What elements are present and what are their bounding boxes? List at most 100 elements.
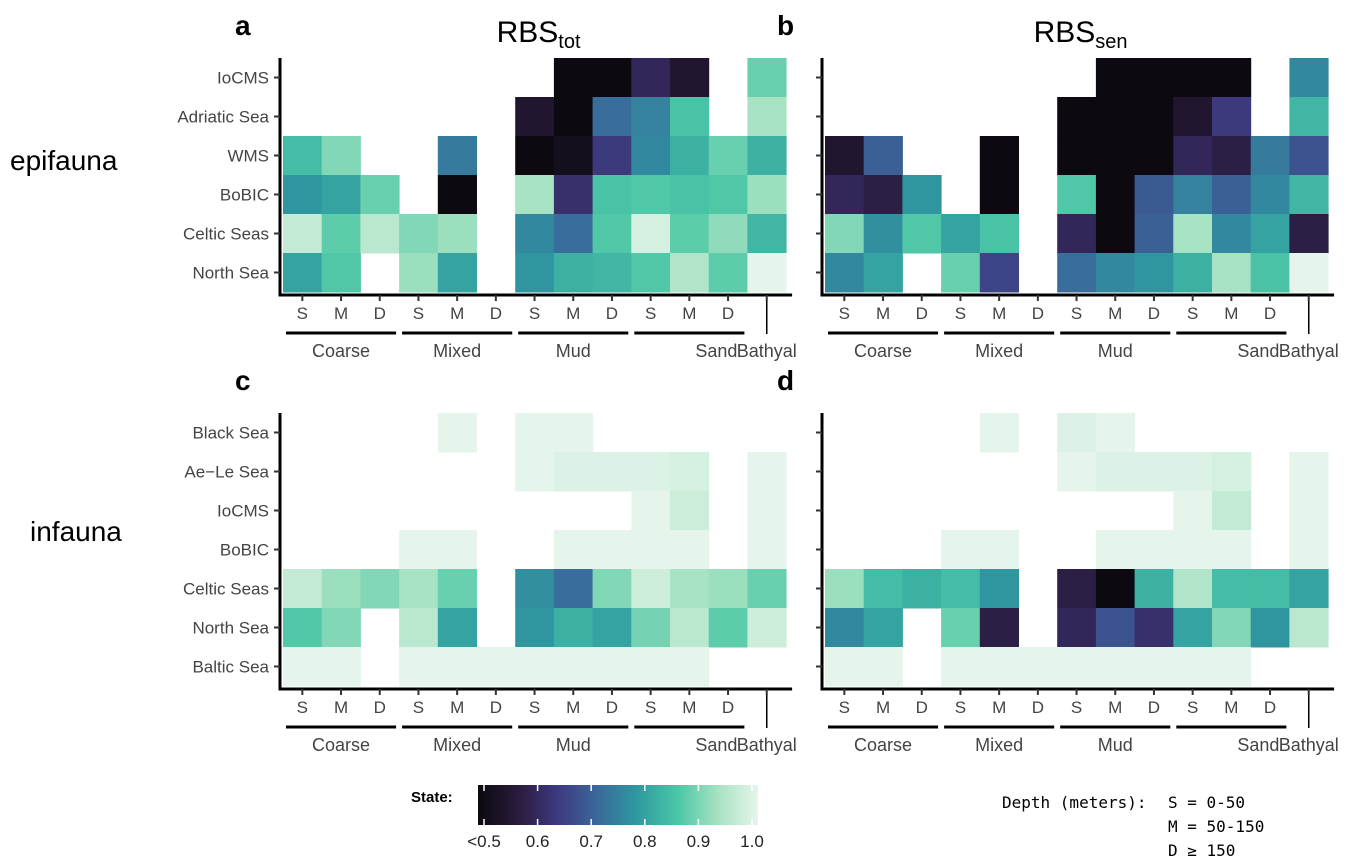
heat-cell [1095,413,1136,453]
x-tick-label: D [722,304,734,323]
x-tick-label: D [374,304,386,323]
heat-cell [1134,58,1174,98]
panel-title-b: RBSsen [1034,16,1128,53]
heat-cell [1289,452,1329,492]
heat-cell [321,136,361,176]
heat-cell [592,253,632,293]
heat-cell [1057,647,1097,687]
x-tick-label: M [334,698,348,717]
heat-cell [708,214,748,254]
heat-cell [863,253,903,293]
heat-cell [399,530,439,570]
group-label: Bathyal [1279,735,1339,755]
heat-cell [941,608,981,648]
heat-cell [708,175,748,215]
heat-cell [1095,647,1136,687]
x-tick-label: D [722,698,734,717]
heat-cell [360,214,400,254]
heat-cell [631,647,671,687]
heat-cell [1289,569,1329,609]
heat-cell [1134,530,1174,570]
heat-cell [1095,214,1136,254]
heat-cell [670,647,710,687]
heat-cell [515,136,555,176]
heat-cell [631,58,671,98]
heat-cell [1173,136,1213,176]
heat-cell [399,253,439,293]
heat-cell [631,608,671,648]
x-tick-label: S [413,304,424,323]
heat-cell [1095,530,1136,570]
heat-cell [902,175,942,215]
heat-cell [283,253,323,293]
group-label: Mixed [975,735,1023,755]
x-tick-label: M [1108,304,1122,323]
heat-cell [1134,647,1174,687]
heat-cell [437,136,477,176]
heat-cell [515,608,555,648]
heat-cell [1250,569,1290,609]
x-tick-label: D [606,304,618,323]
heat-cell [1250,214,1290,254]
heat-cell [631,530,671,570]
heat-cell [825,253,865,293]
heat-cell [592,214,632,254]
panel-letter-d: d [777,365,794,396]
heat-cell [283,647,323,687]
x-tick-label: M [876,698,890,717]
heat-cell [979,214,1019,254]
y-tick-label: Black Sea [192,424,269,443]
x-tick-label: D [1032,698,1044,717]
heat-cell [399,647,439,687]
heat-cell [553,97,594,137]
heat-cell [670,253,710,293]
group-label: Coarse [312,735,370,755]
heat-cell [670,214,710,254]
heat-cell [1057,608,1097,648]
heat-cell [553,253,594,293]
heat-cell [1134,97,1174,137]
heat-cell [437,214,477,254]
heat-cell [979,569,1019,609]
color-legend: State: <0.5 0.6 0.7 0.8 0.9 1.0 [411,785,764,851]
heat-cell [437,175,477,215]
x-tick-label: M [566,304,580,323]
y-tick-label: IoCMS [217,502,269,521]
heat-cell [1134,452,1174,492]
x-tick-label: S [645,304,656,323]
heat-cell [1173,175,1213,215]
x-tick-label: D [490,304,502,323]
heat-cell [747,175,787,215]
heat-cell [825,608,865,648]
x-tick-label: M [682,698,696,717]
heat-cell [631,569,671,609]
heat-cell [553,530,594,570]
heat-cell [670,491,710,531]
heat-cell [1057,214,1097,254]
legend-ticks: <0.5 0.6 0.7 0.8 0.9 1.0 [467,785,764,851]
x-tick-label: S [839,698,850,717]
heat-cell [1173,530,1213,570]
heat-cell [1212,97,1252,137]
heat-cell [1289,253,1329,293]
heat-cell [592,647,632,687]
heat-cell [360,569,400,609]
x-tick-label: S [413,698,424,717]
heat-cell [1289,214,1329,254]
heat-cell [553,647,594,687]
heat-cell [321,175,361,215]
heat-cell [515,452,555,492]
heat-cell [1134,253,1174,293]
heat-cell [825,175,865,215]
heat-cell [979,413,1019,453]
heat-cell [476,647,516,687]
heat-cell [902,214,942,254]
heat-cell [902,569,942,609]
heat-cell [979,647,1019,687]
group-label: Mixed [975,341,1023,361]
panel-a: a RBStot IoCMS Adriatic Sea WMS BoBIC Celtic S… [177,10,796,361]
heat-cell [592,608,632,648]
panel-title-subscript: sen [1095,31,1127,53]
heat-cell [1134,214,1174,254]
x-tick-label: D [606,698,618,717]
